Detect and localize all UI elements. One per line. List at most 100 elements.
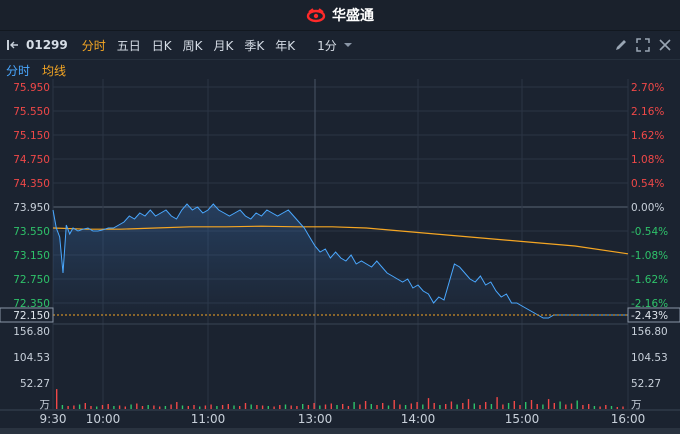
volume-tick-label: 156.80: [13, 326, 50, 338]
price-tick-label: 73.950: [13, 202, 50, 214]
volume-bar: [467, 399, 470, 409]
volume-bar: [118, 405, 121, 409]
volume-bar: [61, 405, 64, 409]
tab-yearly-k[interactable]: 年K: [275, 38, 296, 53]
volume-bar: [445, 404, 447, 409]
volume-bar: [576, 400, 578, 409]
legend-price-line[interactable]: 分时: [6, 63, 31, 78]
volume-bar: [393, 400, 395, 409]
volume-bar: [553, 403, 555, 409]
volume-bar: [502, 404, 504, 409]
volume-bar: [107, 404, 109, 409]
intraday-chart[interactable]: 75.950 75.550 75.150 74.750 74.350 73.950 73.5…: [0, 79, 680, 428]
current-price-label: 72.150: [13, 310, 50, 322]
volume-bar: [176, 402, 178, 409]
volume-bar: [73, 405, 75, 409]
volume-bar: [319, 405, 321, 409]
volume-bar: [130, 404, 132, 409]
tab-weekly-k[interactable]: 周K: [182, 38, 203, 53]
tab-5day[interactable]: 五日: [116, 38, 141, 53]
price-tick-label: 73.550: [13, 226, 50, 238]
volume-bar: [250, 404, 252, 409]
time-label: 14:00: [401, 412, 436, 426]
volume-axis: 156.80 156.80 104.53 104.53 52.27 52.27 万 万: [13, 326, 668, 411]
volume-bar: [416, 402, 418, 409]
volume-bar: [530, 400, 533, 409]
volume-bar: [187, 406, 189, 409]
percent-tick-label: 1.08%: [631, 154, 664, 166]
close-icon[interactable]: [658, 38, 672, 52]
indicator-legend: 分时 均线: [0, 59, 680, 80]
volume-bar: [204, 405, 207, 409]
collapse-panel-icon[interactable]: [6, 31, 20, 59]
volume-bar: [570, 403, 573, 409]
volume-bar: [342, 404, 344, 409]
current-percent-box: [627, 307, 680, 323]
chart-toolbar: 01299 分时 五日 日K 周K 月K 季K 年K 1分: [0, 31, 680, 59]
time-label: 10:00: [86, 412, 121, 426]
price-area: [53, 204, 628, 318]
expand-icon[interactable]: [636, 38, 650, 52]
volume-bar: [399, 404, 401, 409]
volume-bar: [210, 404, 212, 409]
volume-bar: [96, 406, 98, 409]
volume-tick-label-right: 52.27: [631, 378, 661, 390]
bottom-scrollbar[interactable]: [0, 428, 680, 434]
chevron-down-icon: [343, 43, 352, 47]
volume-bar: [353, 402, 355, 409]
volume-bar: [244, 403, 247, 409]
volume-bar: [302, 404, 304, 409]
volume-bar: [370, 404, 372, 409]
price-tick-label: 75.150: [13, 130, 50, 142]
volume-bar: [496, 397, 498, 409]
price-tick-label: 73.150: [13, 250, 50, 262]
volume-bar: [593, 406, 596, 409]
volume-bar: [221, 405, 224, 409]
volume-bar: [193, 405, 195, 409]
volume-bar: [513, 401, 515, 409]
volume-bar: [84, 403, 86, 409]
volume-bar: [347, 406, 350, 409]
volume-bar: [610, 406, 613, 409]
percent-tick-label: -0.54%: [631, 226, 668, 238]
volume-bar: [605, 405, 607, 409]
tab-monthly-k[interactable]: 月K: [213, 38, 234, 53]
percent-tick-label: 0.54%: [631, 178, 664, 190]
volume-tick-label: 52.27: [20, 378, 50, 390]
volume-tick-label-right: 156.80: [631, 326, 668, 338]
volume-bar: [427, 398, 430, 409]
price-tick-label: 75.950: [13, 82, 50, 94]
price-axis: 75.950 75.550 75.150 74.750 74.350 73.950 73.5…: [13, 82, 50, 310]
volume-bar: [433, 403, 435, 409]
volume-bar: [599, 406, 601, 409]
volume-bar: [233, 405, 235, 409]
percent-tick-label: 0.00%: [631, 202, 664, 214]
volume-bar: [588, 404, 590, 409]
interval-select[interactable]: 1分: [317, 31, 353, 59]
average-line: [52, 225, 629, 255]
volume-bar: [113, 406, 115, 409]
huasheng-logo-icon: [306, 8, 326, 23]
volume-bar: [462, 403, 464, 409]
volume-bar: [159, 406, 161, 409]
volume-bar: [67, 406, 69, 409]
volume-bar: [324, 404, 327, 409]
current-price-box: [0, 307, 54, 323]
pencil-icon[interactable]: [614, 38, 628, 52]
volume-bar: [404, 405, 407, 409]
volume-bar: [267, 406, 269, 409]
volume-bar: [450, 401, 453, 409]
percent-tick-label: -1.08%: [631, 250, 668, 262]
percent-tick-label: 2.16%: [631, 106, 664, 118]
volume-bar: [485, 402, 487, 409]
tab-quarterly-k[interactable]: 季K: [244, 38, 265, 53]
price-line: [52, 203, 628, 319]
legend-average-line[interactable]: 均线: [42, 63, 67, 78]
volume-bar: [56, 389, 58, 409]
volume-bar: [261, 405, 264, 409]
volume-bar: [507, 403, 510, 409]
tab-intraday[interactable]: 分时: [81, 38, 106, 53]
tab-daily-k[interactable]: 日K: [151, 38, 172, 53]
volume-bar: [547, 399, 550, 409]
